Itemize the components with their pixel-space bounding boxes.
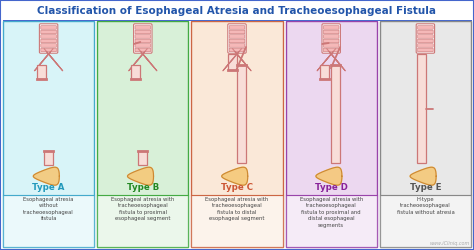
Polygon shape (316, 167, 342, 185)
PathPatch shape (328, 50, 345, 71)
FancyBboxPatch shape (39, 24, 58, 53)
FancyBboxPatch shape (229, 35, 245, 38)
FancyBboxPatch shape (138, 151, 147, 165)
FancyBboxPatch shape (41, 48, 56, 52)
FancyBboxPatch shape (418, 35, 433, 38)
FancyBboxPatch shape (135, 35, 151, 38)
FancyBboxPatch shape (323, 48, 339, 52)
FancyBboxPatch shape (323, 35, 339, 38)
FancyBboxPatch shape (286, 195, 377, 247)
FancyBboxPatch shape (418, 39, 433, 43)
Text: Type E: Type E (410, 183, 441, 192)
FancyBboxPatch shape (228, 54, 237, 70)
FancyBboxPatch shape (229, 48, 245, 52)
FancyBboxPatch shape (44, 151, 53, 165)
Polygon shape (410, 167, 436, 185)
FancyBboxPatch shape (191, 21, 283, 247)
FancyBboxPatch shape (229, 30, 245, 34)
Text: H-type
tracheoesophageal
fistula without atresia: H-type tracheoesophageal fistula without… (397, 197, 454, 215)
FancyBboxPatch shape (331, 65, 340, 163)
PathPatch shape (139, 50, 157, 71)
FancyBboxPatch shape (191, 195, 283, 247)
Text: Type B: Type B (127, 183, 159, 192)
PathPatch shape (317, 50, 335, 71)
FancyBboxPatch shape (135, 26, 151, 29)
Text: www.iCliniq.com: www.iCliniq.com (430, 241, 470, 246)
Text: Type C: Type C (221, 183, 253, 192)
PathPatch shape (234, 50, 251, 71)
FancyBboxPatch shape (229, 44, 245, 47)
Text: Type A: Type A (32, 183, 65, 192)
PathPatch shape (129, 50, 146, 71)
FancyBboxPatch shape (135, 44, 151, 47)
FancyBboxPatch shape (418, 48, 433, 52)
Polygon shape (33, 167, 59, 185)
FancyBboxPatch shape (323, 26, 339, 29)
FancyBboxPatch shape (41, 30, 56, 34)
FancyBboxPatch shape (134, 24, 152, 53)
FancyBboxPatch shape (323, 39, 339, 43)
FancyBboxPatch shape (97, 21, 188, 247)
FancyBboxPatch shape (41, 35, 56, 38)
FancyBboxPatch shape (323, 30, 339, 34)
FancyBboxPatch shape (41, 39, 56, 43)
Text: Esophageal atresia with
tracheoesophageal
fistula to distal
esophageal segment: Esophageal atresia with tracheoesophagea… (205, 197, 269, 221)
FancyBboxPatch shape (37, 65, 46, 79)
Text: Classification of Esophageal Atresia and Tracheoesophageal Fistula: Classification of Esophageal Atresia and… (37, 6, 437, 16)
FancyBboxPatch shape (229, 26, 245, 29)
FancyBboxPatch shape (286, 21, 377, 247)
Text: Type D: Type D (315, 183, 347, 192)
FancyBboxPatch shape (3, 195, 94, 247)
FancyBboxPatch shape (380, 195, 471, 247)
PathPatch shape (46, 50, 63, 71)
FancyBboxPatch shape (418, 26, 433, 29)
FancyBboxPatch shape (418, 44, 433, 47)
FancyBboxPatch shape (322, 24, 340, 53)
Text: Esophageal atresia with
tracheoesophageal
fistula to proximal and
distal esophag: Esophageal atresia with tracheoesophagea… (300, 197, 363, 228)
FancyBboxPatch shape (135, 39, 151, 43)
PathPatch shape (223, 50, 240, 71)
FancyBboxPatch shape (416, 24, 435, 53)
PathPatch shape (35, 50, 52, 71)
FancyBboxPatch shape (319, 65, 328, 79)
Text: Esophageal atresia
without
tracheoesophageal
fistula: Esophageal atresia without tracheoesopha… (23, 197, 74, 221)
FancyBboxPatch shape (135, 30, 151, 34)
FancyBboxPatch shape (135, 48, 151, 52)
FancyBboxPatch shape (323, 44, 339, 47)
FancyBboxPatch shape (41, 26, 56, 29)
FancyBboxPatch shape (41, 44, 56, 47)
FancyBboxPatch shape (131, 65, 140, 79)
FancyBboxPatch shape (229, 39, 245, 43)
FancyBboxPatch shape (3, 21, 94, 247)
Text: Esophageal atresia with
tracheoesophageal
fistula to proximal
esophageal segment: Esophageal atresia with tracheoesophagea… (111, 197, 174, 221)
FancyBboxPatch shape (417, 54, 426, 163)
Polygon shape (128, 167, 154, 185)
FancyBboxPatch shape (97, 195, 188, 247)
FancyBboxPatch shape (418, 30, 433, 34)
Polygon shape (222, 167, 248, 185)
FancyBboxPatch shape (380, 21, 471, 247)
FancyBboxPatch shape (228, 24, 246, 53)
FancyBboxPatch shape (237, 65, 246, 163)
